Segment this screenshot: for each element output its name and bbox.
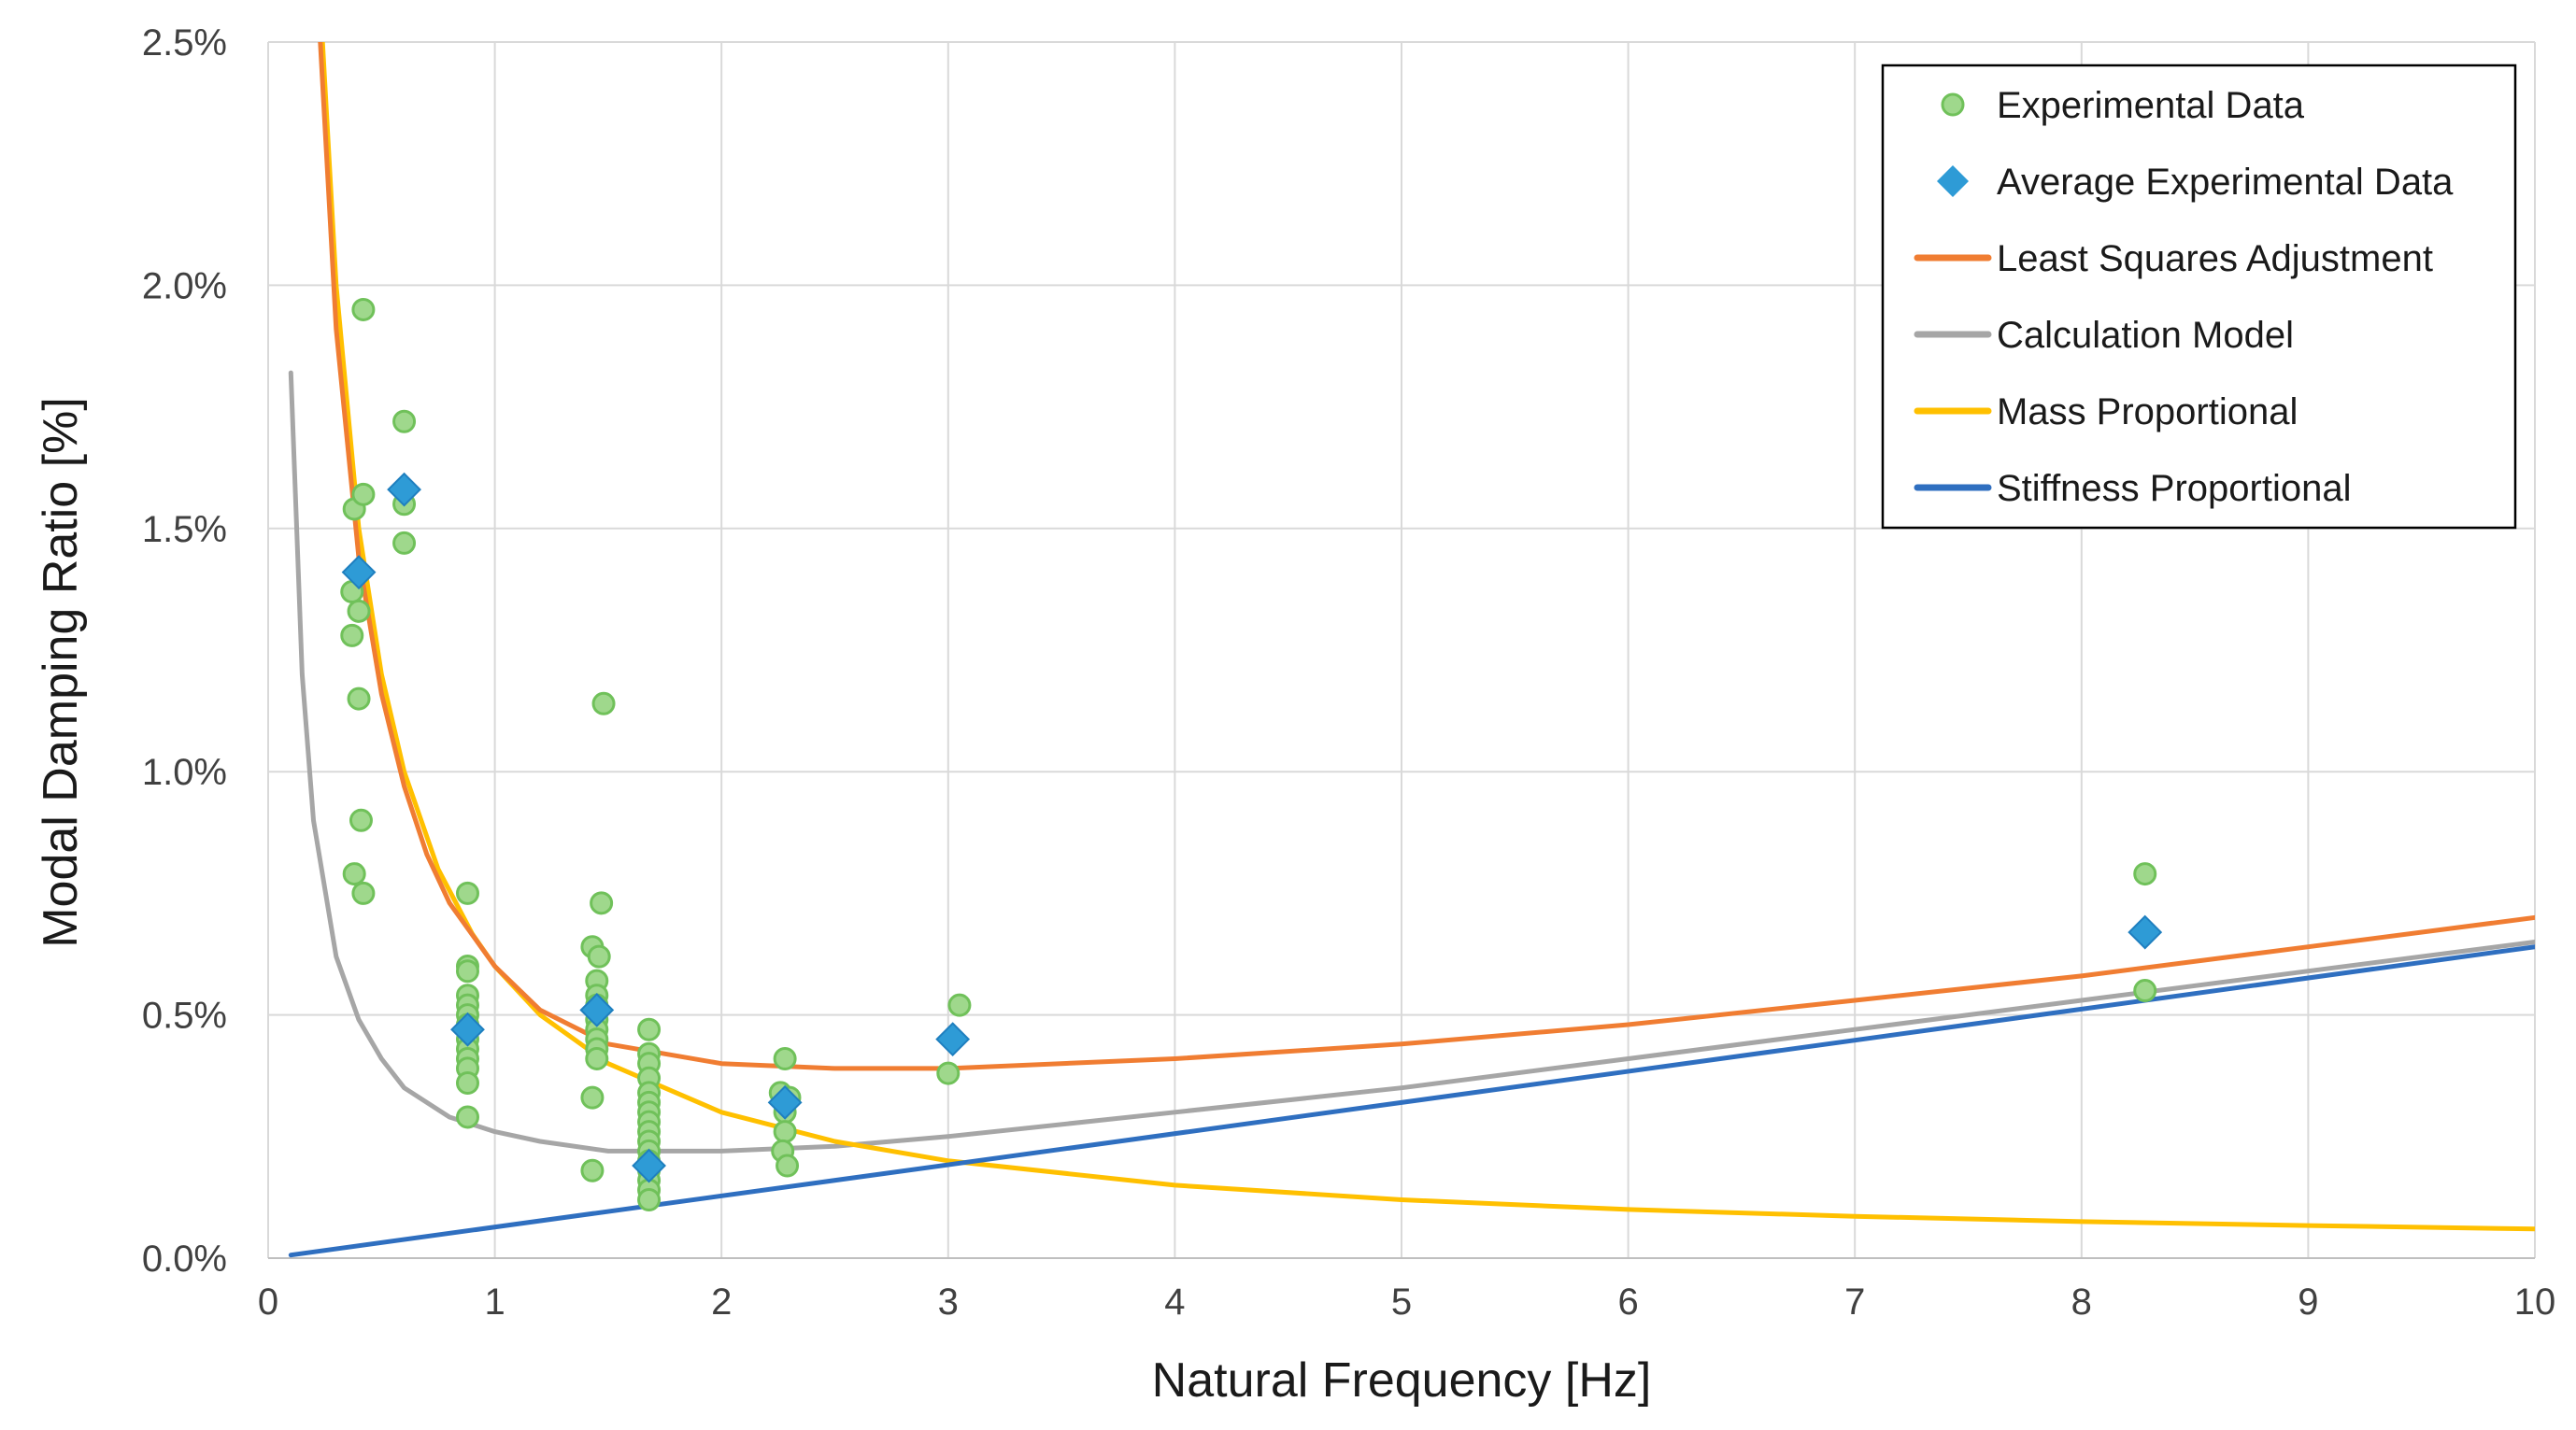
experimental-point	[773, 1046, 797, 1070]
average-point	[935, 1022, 971, 1057]
legend-label: Least Squares Adjustment	[1997, 238, 2433, 279]
series-line-calculation-model	[288, 370, 2535, 1154]
legend-diamond-icon	[1937, 165, 1969, 197]
experimental-point	[347, 687, 371, 711]
experimental-point	[637, 1017, 662, 1041]
y-tick-label: 2.5%	[142, 22, 227, 64]
y-axis-title: Modal Damping Ratio [%]	[34, 397, 88, 948]
x-axis-title: Natural Frequency [Hz]	[1152, 1353, 1652, 1408]
x-tick-label: 4	[1164, 1281, 1185, 1323]
experimental-point	[455, 1071, 479, 1096]
experimental-point	[351, 297, 376, 321]
experimental-point	[580, 1158, 605, 1182]
average-point	[767, 1084, 803, 1120]
y-tick-label: 0.5%	[142, 996, 227, 1037]
experimental-point	[2133, 862, 2157, 886]
experimental-point	[590, 891, 614, 915]
y-tick-label: 1.5%	[142, 509, 227, 550]
x-tick-label: 6	[1617, 1281, 1638, 1323]
experimental-point	[347, 599, 371, 623]
experimental-point	[342, 862, 366, 886]
x-tick-label: 3	[938, 1281, 959, 1323]
experimental-point	[455, 881, 479, 905]
x-tick-label: 0	[258, 1281, 278, 1323]
experimental-point	[455, 959, 479, 984]
x-tick-label: 8	[2071, 1281, 2092, 1323]
legend-label: Stiffness Proportional	[1997, 468, 2351, 509]
x-tick-label: 10	[2514, 1281, 2556, 1323]
legend-label: Mass Proportional	[1997, 391, 2298, 432]
axes: 0 1 2 3 4 5 6 7 8 9 10 0.0% 0.5% 1.0% 1.5% 2.0% 2.5%	[142, 22, 2555, 1323]
series-line-stiffness-proportional	[288, 944, 2535, 1258]
average-point	[2128, 914, 2163, 950]
experimental-point	[587, 944, 611, 969]
experimental-point	[580, 1085, 605, 1110]
x-tick-label: 9	[2298, 1281, 2318, 1323]
curve-layer	[288, 42, 2535, 1258]
average-point	[387, 472, 421, 507]
experimental-point	[637, 1188, 662, 1212]
experimental-point	[585, 1046, 609, 1070]
experimental-point	[349, 808, 373, 832]
experimental-point	[340, 623, 364, 647]
legend-label: Calculation Model	[1997, 315, 2294, 356]
average-point	[579, 992, 615, 1027]
experimental-point	[2133, 979, 2157, 1003]
experimental-point	[351, 881, 376, 905]
series-line-mass-proportional	[320, 42, 2535, 1232]
average-point	[632, 1148, 666, 1183]
experimental-point	[936, 1061, 961, 1085]
legend-box	[1881, 64, 2517, 530]
y-tick-label: 1.0%	[142, 752, 227, 793]
experimental-point	[392, 531, 417, 555]
y-tick-label: 0.0%	[142, 1239, 227, 1280]
series-line-least-squares-adjustment	[318, 42, 2535, 1071]
average-point	[341, 555, 377, 590]
experimental-point	[455, 1105, 479, 1129]
average-point	[450, 1012, 485, 1047]
legend-label: Experimental Data	[1997, 85, 2305, 126]
legend: Experimental Data Average Experimental Da…	[1881, 64, 2517, 530]
experimental-point	[351, 482, 376, 506]
y-tick-label: 2.0%	[142, 265, 227, 306]
marker-layer	[340, 297, 2163, 1212]
experimental-point	[947, 993, 972, 1017]
x-tick-label: 2	[711, 1281, 732, 1323]
x-tick-label: 5	[1391, 1281, 1412, 1323]
legend-circle-icon	[1941, 92, 1965, 117]
experimental-point	[392, 409, 417, 433]
experimental-point	[773, 1120, 797, 1144]
x-tick-label: 7	[1844, 1281, 1865, 1323]
experimental-point	[776, 1154, 800, 1178]
experimental-point	[591, 691, 616, 715]
legend-label: Average Experimental Data	[1997, 162, 2454, 203]
x-tick-label: 1	[484, 1281, 505, 1323]
